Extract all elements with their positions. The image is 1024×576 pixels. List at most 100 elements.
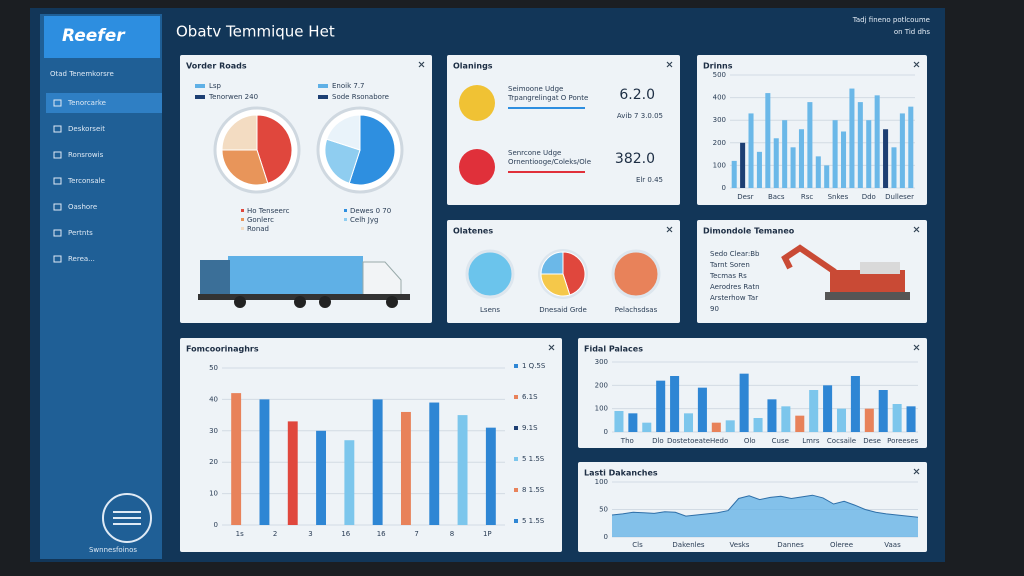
alert-note: Avib 7 3.0.05	[617, 112, 663, 120]
area	[612, 495, 918, 537]
close-icon[interactable]	[913, 226, 920, 233]
bar	[670, 376, 680, 432]
close-icon[interactable]	[548, 344, 555, 351]
pie-slice	[256, 114, 293, 184]
bar	[259, 399, 270, 525]
machine-line: 90	[710, 305, 719, 313]
close-icon[interactable]	[913, 61, 920, 68]
bar	[824, 165, 830, 188]
legend-swatch	[514, 488, 518, 492]
machine-line: Tarnt Soren	[709, 261, 750, 269]
close-icon[interactable]	[666, 61, 673, 68]
status: on Tid dhs	[894, 28, 930, 36]
legend-label: Lsp	[209, 82, 222, 90]
logo-ring	[102, 493, 152, 543]
bar	[683, 413, 694, 432]
menu-item[interactable]: Ronsrowis	[68, 151, 104, 159]
x-tick-label: 7	[414, 530, 418, 538]
bar	[739, 373, 749, 432]
bar	[731, 160, 737, 188]
menu-item[interactable]: Terconsale	[67, 177, 105, 185]
x-tick-label: Poreeses	[887, 437, 919, 445]
legend-swatch	[344, 218, 347, 221]
legend-swatch	[318, 84, 328, 88]
bar	[773, 138, 779, 188]
bar	[795, 415, 805, 432]
x-tick-label: Vaas	[884, 541, 901, 549]
alert-value: 382.0	[615, 151, 655, 167]
bar	[740, 142, 746, 188]
legend-label: 6.1S	[522, 393, 538, 401]
bar	[614, 411, 624, 432]
bar	[782, 120, 788, 188]
y-tick-label: 300	[595, 358, 608, 366]
y-tick-label: 500	[713, 71, 726, 79]
pie-slice	[540, 273, 571, 297]
pie-slice	[540, 251, 564, 275]
alert-note: Elr 0.45	[636, 176, 663, 184]
legend-label: 5 1.5S	[522, 455, 545, 463]
panel-title: Fidal Palaces	[584, 345, 643, 354]
status-label: Dnesaid Grde	[539, 306, 587, 314]
y-tick-label: 200	[713, 139, 726, 147]
legend-label: Tenorwen 240	[208, 93, 258, 101]
x-tick-label: 2	[273, 530, 277, 538]
page-title: Obatv Temmique Het	[176, 23, 335, 41]
machine-line: Arsterhow Tar	[710, 294, 758, 302]
active-item	[46, 93, 162, 113]
menu-item[interactable]: Rerea...	[68, 255, 95, 263]
bar	[849, 88, 855, 188]
bar	[815, 156, 821, 188]
status-label: Lsens	[480, 306, 500, 314]
close-icon[interactable]	[913, 468, 920, 475]
menu-icon	[53, 125, 62, 133]
panel	[447, 55, 680, 205]
menu-icon	[53, 177, 62, 185]
close-icon[interactable]	[666, 226, 673, 233]
y-tick-label: 100	[595, 405, 608, 413]
close-icon[interactable]	[418, 61, 425, 68]
pie-label: Gonlerc	[247, 216, 274, 224]
panel-title: Olatenes	[453, 227, 493, 236]
x-tick-label: Dese	[863, 437, 881, 445]
menu-item[interactable]: Tenorcarke	[67, 99, 106, 107]
sidebar-section: Otad Tenemkorsre	[50, 70, 114, 78]
pie-slice	[562, 251, 586, 296]
x-tick-label: Desr	[737, 193, 753, 201]
menu-item[interactable]: Deskorseit	[68, 125, 105, 133]
bar	[807, 102, 813, 188]
legend-label: 5 1.5S	[522, 517, 545, 525]
pie-label: Ronad	[247, 225, 269, 233]
y-tick-label: 0	[722, 184, 726, 192]
status-label: Pelachsdsas	[615, 306, 658, 314]
brand: Reefer	[62, 26, 126, 46]
y-tick-label: 0	[604, 533, 608, 541]
pie-label: Dewes 0 70	[350, 207, 391, 215]
close-icon[interactable]	[913, 344, 920, 351]
menu-icon	[53, 151, 62, 159]
status: Tadj fineno potlcoume	[852, 16, 930, 24]
machine-line: Aerodres Ratn	[710, 283, 760, 291]
pie-slice	[348, 114, 396, 186]
legend-label: 9.1S	[522, 424, 538, 432]
legend-label: 1 Q.5S	[522, 362, 546, 370]
brand-box	[44, 16, 160, 58]
x-tick-label: Cuse	[772, 437, 789, 445]
bar	[878, 390, 888, 432]
bar	[908, 106, 914, 188]
bar	[642, 422, 652, 432]
x-tick-label: 1P	[483, 530, 492, 538]
bar	[798, 129, 804, 188]
y-tick-label: 50	[209, 364, 218, 372]
x-tick-label: Dulleser	[885, 193, 914, 201]
bar	[767, 399, 777, 432]
bar	[836, 408, 847, 432]
x-tick-label: 8	[450, 530, 454, 538]
menu-item[interactable]: Pertnts	[68, 229, 93, 237]
bar	[906, 406, 916, 432]
y-tick-label: 10	[209, 490, 218, 498]
bar	[756, 151, 762, 188]
legend-swatch	[514, 426, 518, 430]
menu-item[interactable]: Oashore	[68, 203, 97, 211]
truck	[198, 256, 410, 308]
